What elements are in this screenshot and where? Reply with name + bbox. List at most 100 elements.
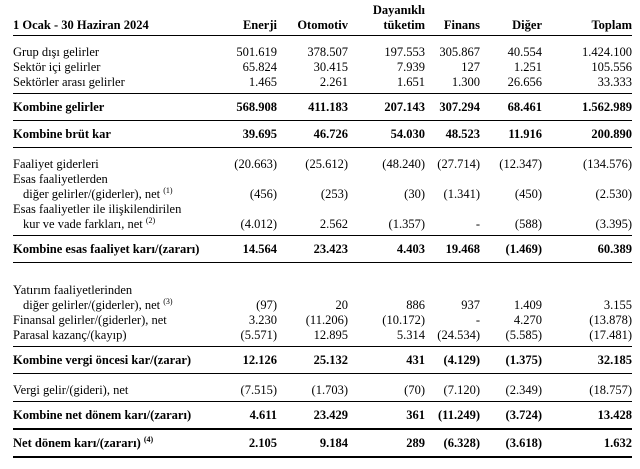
column-header-otomotiv: Otomotiv (277, 3, 348, 36)
row-label: Esas faaliyetler ile ilişkilendirilen kur… (13, 202, 213, 236)
cell-finans: 48.523 (425, 120, 480, 148)
cell-dayanikli-tuketim: 54.030 (348, 120, 425, 148)
cell-diger: (1.375) (480, 346, 542, 374)
cell-diger: (1.469) (480, 235, 542, 263)
cell-enerji: 14.564 (213, 235, 277, 263)
cell-toplam: 1.424.100 (582, 45, 632, 59)
cell-dayanikli-tuketim: 4.403 (348, 235, 425, 263)
cell-toplam: 33.333 (542, 75, 632, 94)
row-label-line: Kombine net dönem karı/(zararı) (13, 408, 213, 423)
cell-toplam: (134.576) (583, 157, 632, 171)
cell-finans: 305.867 (439, 45, 480, 59)
row-label-text: kur ve vade farkları, net (23, 217, 143, 231)
row-label-line: Kombine vergi öncesi kar/(zarar) (13, 353, 213, 368)
cell-toplam: (2.530) (595, 187, 632, 201)
column-header-text: tüketim (383, 18, 425, 32)
cell-otomotiv: 378.507 (307, 45, 348, 59)
cell-dayanikli-tuketim: 886 (406, 298, 425, 312)
cell-toplam: 3.155 (603, 298, 632, 312)
column-header-text: Diğer (512, 18, 542, 32)
row-label-text: Finansal gelirler/(giderler), net (13, 313, 167, 327)
cell-enerji: 12.126 (213, 346, 277, 374)
row-label: Kombine esas faaliyet karı/(zararı) (13, 235, 213, 263)
table-row: Kombine net dönem karı/(zararı) 4.611 23.4… (13, 401, 632, 430)
cell-otomotiv: 12.895 (277, 328, 348, 347)
row-label-line: diğer gelirler/(giderler), net (3) (13, 297, 213, 313)
cell-otomotiv: 2.562 (277, 202, 348, 236)
cell-enerji: (97) (256, 298, 277, 312)
cell-diger: (3.618) (480, 429, 542, 458)
column-header-text: Enerji (242, 18, 277, 32)
table-row: Kombine brüt kar 39.695 46.726 54.030 48.523… (13, 120, 632, 148)
cell-dayanikli-tuketim: (70) (348, 373, 425, 402)
cell-toplam: 60.389 (542, 235, 632, 263)
cell-finans: (1.341) (443, 187, 480, 201)
row-label-line: Vergi gelir/(gideri), net (13, 383, 213, 398)
header-row: 1 Ocak - 30 Haziran 2024 Enerji Otomotiv D… (13, 3, 632, 36)
cell-otomotiv: (253) (320, 187, 348, 201)
cell-finans: (11.249) (425, 401, 480, 430)
cell-dayanikli-tuketim: 7.939 (396, 60, 425, 74)
table-row: Vergi gelir/(gideri), net (7.515) (1.703)(… (13, 373, 632, 402)
row-label-line: Faaliyet giderleri (13, 157, 213, 172)
table-row: Finansal gelirler/(giderler), net 3.230 (1… (13, 313, 632, 328)
cell-dayanikli-tuketim: 289 (348, 429, 425, 458)
row-label-line: Net dönem karı/(zararı) (4) (13, 435, 213, 451)
row-label-line: Esas faaliyetler ile ilişkilendirilen (13, 202, 213, 217)
table-row: Parasal kazanç/(kayıp) (5.571) 12.895 5.314… (13, 328, 632, 347)
cell-enerji: (7.515) (213, 373, 277, 402)
row-label-text: Kombine vergi öncesi kar/(zarar) (13, 353, 192, 367)
cell-enerji: (20.663) (234, 157, 277, 171)
cell-diger: (2.349) (480, 373, 542, 402)
cell-otomotiv: 46.726 (277, 120, 348, 148)
cell-finans: (24.534) (425, 328, 480, 347)
cell-finans: 307.294 (425, 93, 480, 121)
column-header-text: Otomotiv (297, 18, 348, 32)
row-label-text: Sektörler arası gelirler (13, 75, 125, 89)
cell-diger: (5.585) (480, 328, 542, 347)
cell-dayanikli-tuketim: 361 (348, 401, 425, 430)
table-row: Esas faaliyetler ile ilişkilendirilen kur… (13, 202, 632, 236)
row-label-text: Esas faaliyetler ile ilişkilendirilen (13, 202, 182, 216)
cell-finans: (27.714) (437, 157, 480, 171)
cell-finans: - (425, 202, 480, 236)
cell-otomotiv: 23.429 (277, 401, 348, 430)
table-row: Kombine esas faaliyet karı/(zararı) 14.56… (13, 235, 632, 263)
row-label: Sektörler arası gelirler (13, 75, 213, 94)
cell-enerji: (4.012) (213, 202, 277, 236)
table-header: 1 Ocak - 30 Haziran 2024 Enerji Otomotiv D… (13, 3, 632, 36)
cell-diger: (450) (514, 187, 542, 201)
table-row: Yatırım faaliyetlerinden diğer gelirler/(… (13, 263, 632, 314)
cell-toplam: 105.556 (591, 60, 632, 74)
cell-dayanikli-tuketim: 1.651 (348, 75, 425, 94)
row-label: Yatırım faaliyetlerinden diğer gelirler/(… (13, 263, 213, 314)
table-row: Esas faaliyetlerden diğer gelirler/(gider… (13, 172, 632, 202)
cell-otomotiv: 9.184 (277, 429, 348, 458)
row-label-line: Finansal gelirler/(giderler), net (13, 313, 213, 328)
cell-finans: 1.300 (425, 75, 480, 94)
footnote-reference: (2) (145, 215, 156, 225)
row-label-line: Kombine esas faaliyet karı/(zararı) (13, 242, 213, 257)
row-label-text: Faaliyet giderleri (13, 157, 99, 171)
row-label-text: Net dönem karı/(zararı) (13, 436, 141, 450)
cell-diger: 4.270 (513, 313, 542, 327)
column-header-toplam: Toplam (542, 3, 632, 36)
table-row: Kombine gelirler 568.908 411.183 207.143 307… (13, 93, 632, 121)
cell-otomotiv: (11.206) (305, 313, 348, 327)
cell-toplam: 32.185 (542, 346, 632, 374)
table-row: Sektörler arası gelirler 1.465 2.261 1.651 1… (13, 75, 632, 94)
row-label: Finansal gelirler/(giderler), net (13, 313, 213, 328)
row-label: Sektör içi gelirler (13, 60, 213, 75)
table-row: Grup dışı gelirler 501.619 378.507 197.553 3… (13, 36, 632, 61)
cell-finans: (4.129) (425, 346, 480, 374)
row-label-line: Parasal kazanç/(kayıp) (13, 328, 213, 343)
cell-finans: (6.328) (425, 429, 480, 458)
cell-enerji: 1.465 (213, 75, 277, 94)
cell-otomotiv: (1.703) (277, 373, 348, 402)
row-label: Kombine brüt kar (13, 120, 213, 148)
column-header-text: Finans (443, 18, 480, 32)
row-label-line: Kombine gelirler (13, 100, 213, 115)
cell-diger: 26.656 (480, 75, 542, 94)
row-label-line: Kombine brüt kar (13, 127, 213, 142)
cell-toplam: 200.890 (542, 120, 632, 148)
